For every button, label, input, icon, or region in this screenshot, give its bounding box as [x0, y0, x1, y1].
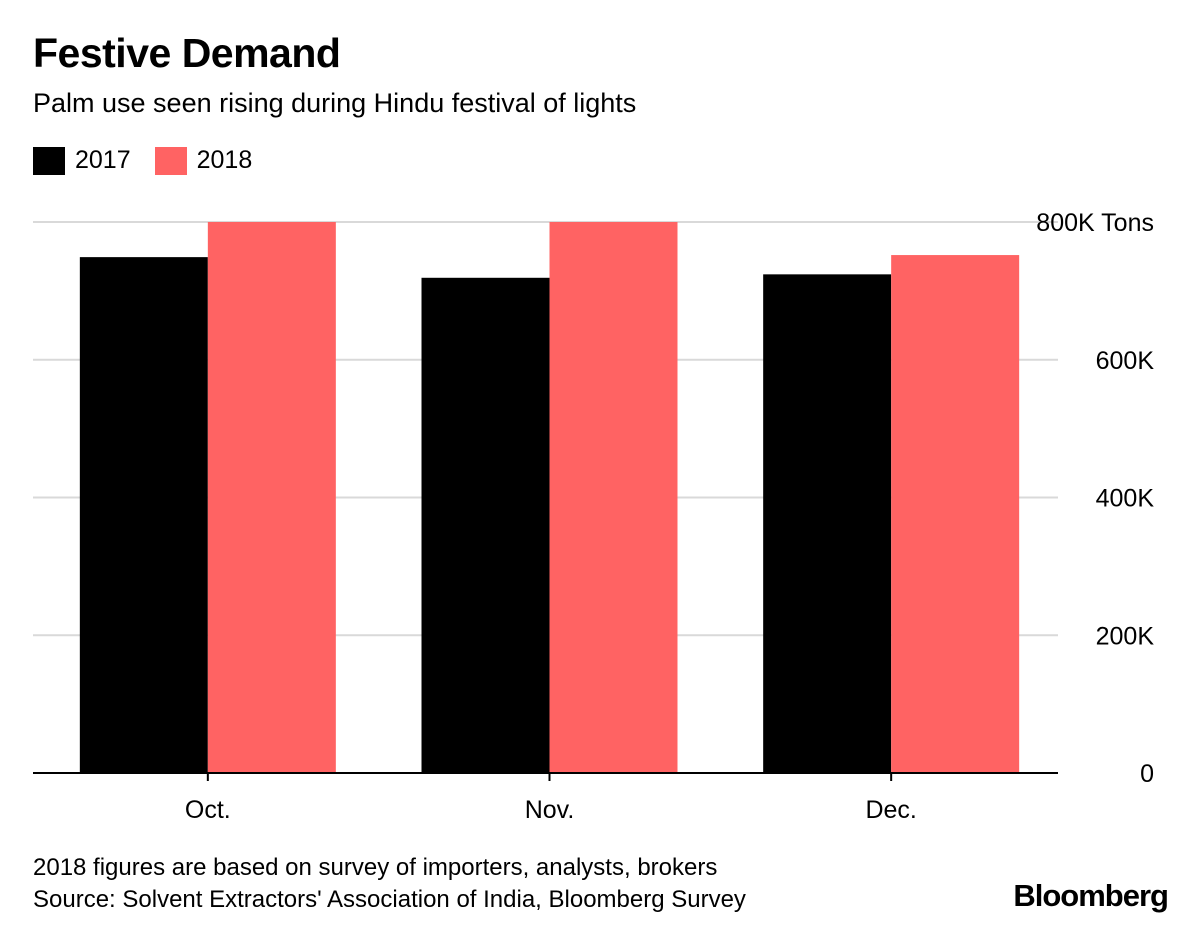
- x-tick-label-1: Nov.: [525, 796, 575, 824]
- y-tick-label-2: 400K: [1096, 485, 1155, 513]
- footnote: 2018 figures are based on survey of impo…: [33, 852, 746, 916]
- y-tick-label-0: 0: [1140, 760, 1154, 788]
- legend-swatch-2017: [33, 146, 65, 175]
- bar-2017-dec: [763, 274, 892, 773]
- legend-item-2018: 2018: [154, 146, 253, 175]
- legend-swatch-2018: [154, 146, 187, 175]
- y-tick-label-4: 800K Tons: [1036, 209, 1154, 237]
- footnote-note: 2018 figures are based on survey of impo…: [33, 854, 718, 881]
- bloomberg-logo: Bloomberg: [1013, 878, 1169, 913]
- y-tick-label-1: 200K: [1096, 622, 1155, 650]
- y-tick-label-3: 600K: [1096, 347, 1155, 375]
- legend: 2017 2018: [33, 146, 276, 175]
- legend-label-2018: 2018: [196, 146, 253, 174]
- chart-subtitle: Palm use seen rising during Hindu festiv…: [33, 88, 637, 118]
- bar-2017-oct: [79, 257, 208, 774]
- legend-item-2017: 2017: [33, 146, 131, 175]
- footnote-source: Source: Solvent Extractors' Association …: [33, 886, 746, 913]
- legend-label-2017: 2017: [75, 146, 131, 174]
- bar-2017-nov: [421, 277, 550, 773]
- bar-2018-nov: [549, 222, 678, 773]
- chart-title: Festive Demand: [33, 30, 341, 76]
- bar-2018-oct: [207, 222, 336, 773]
- x-tick-label-2: Dec.: [865, 796, 916, 824]
- bar-2018-dec: [891, 255, 1020, 773]
- x-tick-label-0: Oct.: [185, 796, 231, 824]
